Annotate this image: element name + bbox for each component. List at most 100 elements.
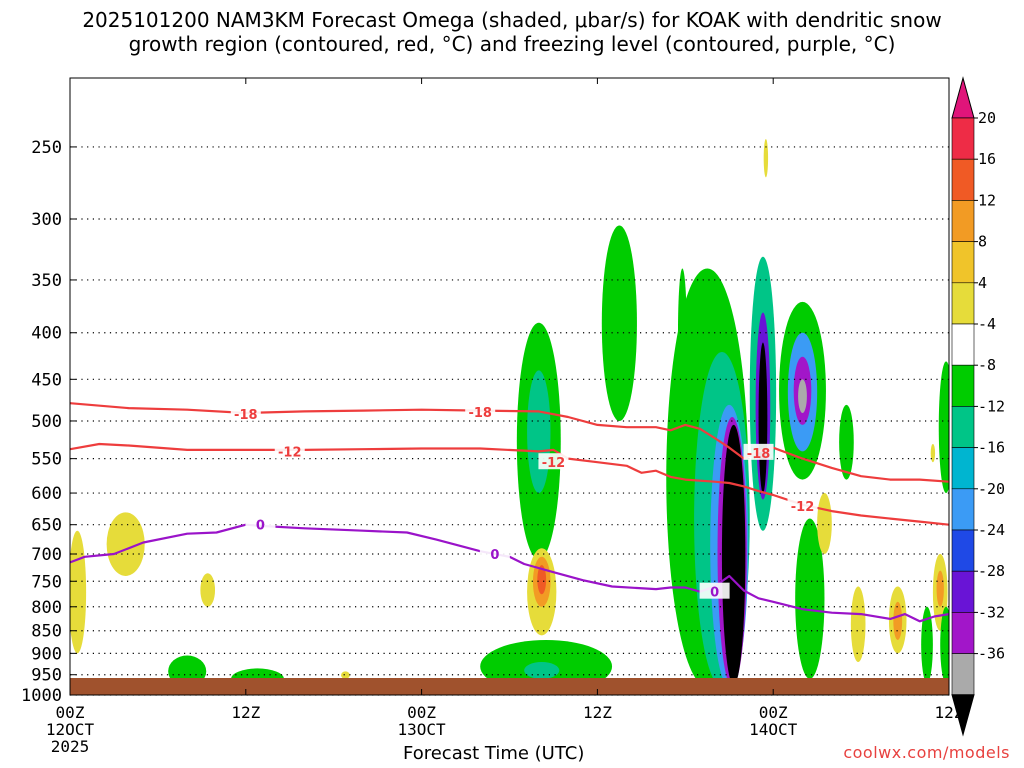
omega-region <box>817 493 832 554</box>
colorbar-label: 16 <box>978 150 996 168</box>
omega-region <box>940 606 949 683</box>
omega-region <box>850 586 866 663</box>
colorbar-segment <box>951 570 975 613</box>
colorbar-label: -24 <box>978 521 1005 539</box>
x-tick-label: 12Z <box>583 703 612 722</box>
contour-label: 0 <box>710 586 719 601</box>
plot-frame <box>69 77 950 696</box>
omega-region <box>938 361 949 494</box>
omega-region <box>893 601 903 640</box>
contour-label-bg <box>743 443 774 460</box>
x-tick-label: 14OCT <box>749 720 798 739</box>
x-tick-label: 00Z <box>56 703 85 722</box>
colorbar-segment <box>951 241 975 284</box>
omega-region <box>921 606 933 683</box>
colorbar-segment <box>951 529 975 572</box>
omega-region <box>930 444 936 463</box>
y-tick-label: 450 <box>31 370 62 390</box>
omega-region <box>763 138 769 178</box>
chart-title-line-2: growth region (contoured, red, °C) and f… <box>128 32 896 56</box>
x-tick-label: 13OCT <box>398 720 447 739</box>
contour-labels: -18 -18 -18 -12 -12 -12 0 0 0 <box>230 403 818 601</box>
contour-label: 0 <box>490 548 499 563</box>
y-tick-label: 300 <box>31 210 62 230</box>
colorbar-label: 12 <box>978 191 996 209</box>
omega-region <box>601 225 637 421</box>
colorbar-legend: 20 16 12 8 4 -4 -8 -12 -16 -20 -24 -28 -32 -36 <box>951 76 1005 737</box>
credit-link[interactable]: coolwx.com/models <box>843 743 1010 762</box>
omega-region <box>798 379 807 413</box>
omega-region <box>524 662 560 679</box>
contour-label-bg <box>245 515 276 532</box>
colorbar-label: -32 <box>978 603 1005 621</box>
x-tick-label: 12Z <box>231 703 260 722</box>
y-tick-label: 400 <box>31 324 62 344</box>
colorbar-label: 20 <box>978 109 996 127</box>
y-tick-label: 950 <box>31 666 62 686</box>
contour-label-bg <box>465 403 496 420</box>
y-tick-label: 350 <box>31 271 62 291</box>
colorbar-segment <box>951 117 975 160</box>
contour-label: -18 <box>234 408 258 423</box>
colorbar-label: -12 <box>978 397 1005 415</box>
x-tick-label: 00Z <box>759 703 788 722</box>
contour-label-bg <box>699 582 730 599</box>
contour-label: -18 <box>747 447 771 462</box>
omega-region <box>106 512 145 576</box>
y-axis-ticks: 2503003504004505005506006507007508008509… <box>21 138 76 706</box>
y-tick-label: 800 <box>31 598 62 618</box>
omega-shading <box>70 138 949 695</box>
colorbar-label: 8 <box>978 233 987 251</box>
y-tick-label: 500 <box>31 412 62 432</box>
contour-label: -12 <box>791 500 815 515</box>
omega-region <box>341 671 350 679</box>
colorbar-segment <box>951 364 975 407</box>
y-tick-label: 900 <box>31 644 62 664</box>
colorbar-label: -36 <box>978 645 1005 663</box>
contour-label-bg <box>479 544 510 561</box>
x-tick-label: 12OCT <box>46 720 95 739</box>
x-tick-label: 00Z <box>407 703 436 722</box>
omega-region <box>70 530 87 654</box>
omega-region <box>200 573 216 607</box>
terrain-fill <box>70 678 949 695</box>
contour-label-bg <box>274 442 305 459</box>
omega-region <box>527 370 551 494</box>
colorbar-segment <box>951 282 975 325</box>
omega-region <box>936 570 944 607</box>
colorbar-label: -4 <box>978 315 996 333</box>
contour-label: -12 <box>542 456 566 471</box>
y-tick-label: 700 <box>31 545 62 565</box>
y-tick-label: 750 <box>31 572 62 592</box>
contour-label-bg <box>538 453 569 470</box>
y-tick-label: 250 <box>31 138 62 158</box>
y-tick-label: 550 <box>31 450 62 470</box>
y-tick-label: 600 <box>31 484 62 504</box>
colorbar-top-arrow <box>951 76 975 119</box>
colorbar-label: -8 <box>978 356 996 374</box>
colorbar-label: -20 <box>978 480 1005 498</box>
omega-region <box>721 424 746 685</box>
colorbar-segment <box>951 488 975 531</box>
contour-label: 0 <box>256 519 265 534</box>
colorbar-label: -28 <box>978 562 1005 580</box>
omega-region <box>537 565 547 595</box>
contour-line-0 <box>70 523 949 623</box>
colorbar-bottom-arrow <box>951 694 975 737</box>
colorbar-segment <box>951 200 975 242</box>
colorbar-segment <box>951 653 975 696</box>
colorbar-label: 4 <box>978 274 987 292</box>
contour-label-bg <box>230 404 261 421</box>
contour-label: -12 <box>278 445 302 460</box>
contour-label: -18 <box>468 406 492 421</box>
colorbar-segment <box>951 447 975 490</box>
colorbar-segment <box>951 406 975 448</box>
omega-region <box>758 342 768 494</box>
omega-region <box>795 518 825 679</box>
chart-title-line-1: 2025101200 NAM3KM Forecast Omega (shaded… <box>82 8 942 32</box>
colorbar-segment <box>951 158 975 201</box>
y-tick-label: 650 <box>31 516 62 536</box>
colorbar-segment <box>951 612 975 654</box>
